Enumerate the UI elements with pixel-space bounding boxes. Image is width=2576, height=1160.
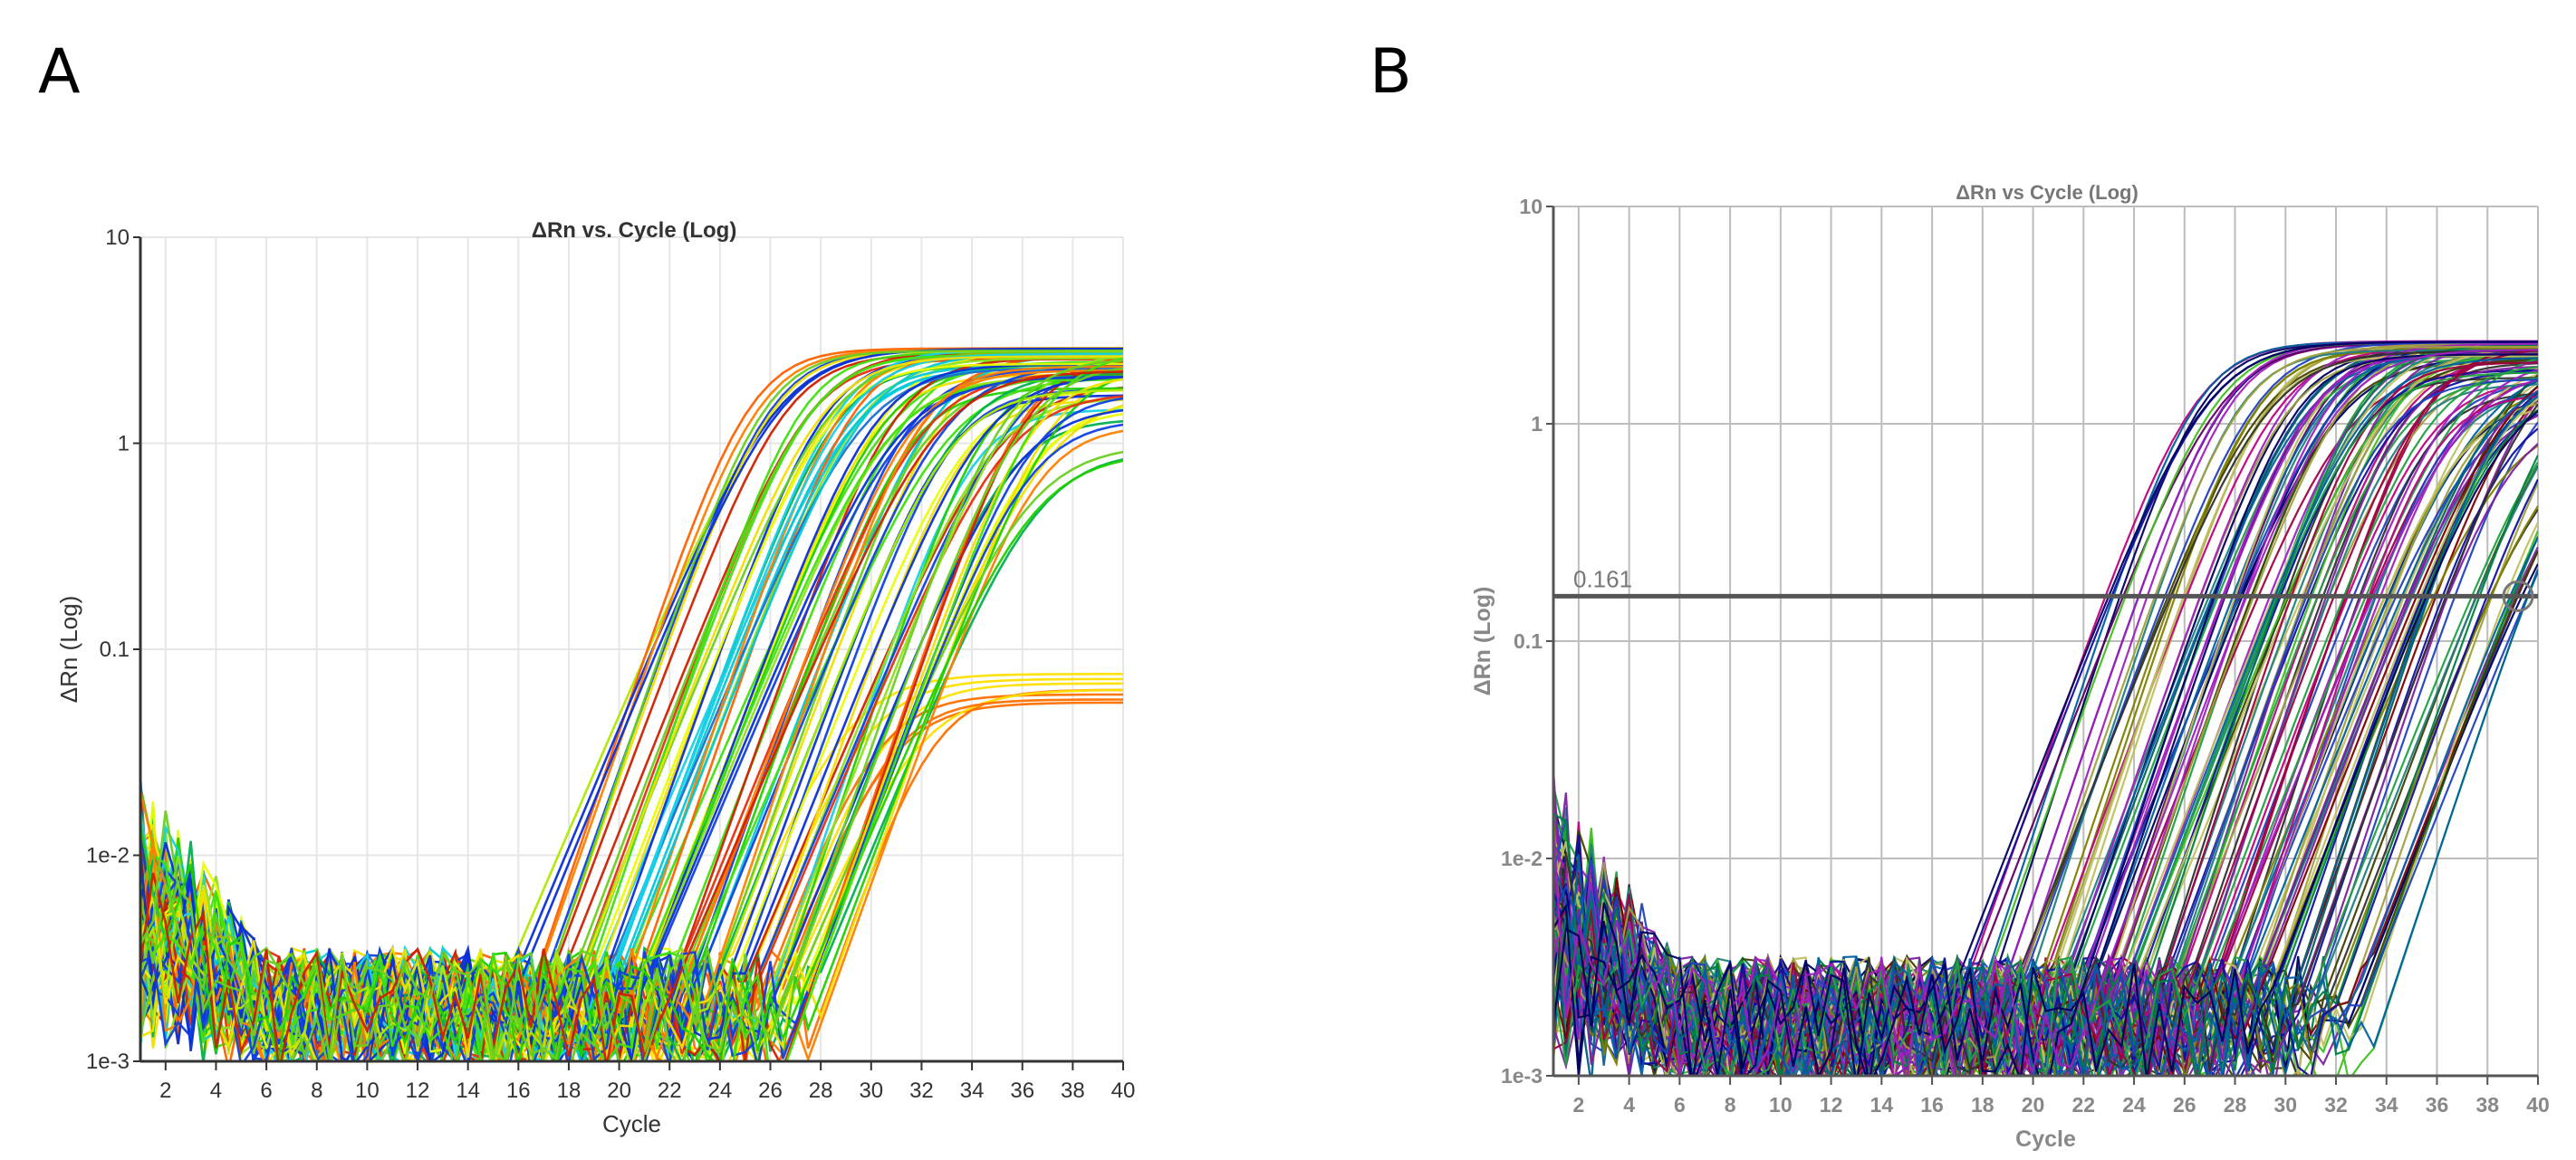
y-tick-label: 0.1 [100, 638, 130, 662]
amplification-curve [1553, 478, 2538, 1076]
y-tick-label: 10 [1519, 195, 1543, 218]
y-tick-label: 1e-3 [86, 1050, 130, 1074]
x-tick-label: 6 [1674, 1093, 1686, 1117]
x-tick-label: 30 [859, 1079, 883, 1103]
amplification-curve [140, 359, 1123, 1061]
amplification-curve [1553, 379, 2538, 1076]
x-tick-label: 16 [506, 1079, 531, 1103]
amplification-curve [1553, 410, 2538, 1076]
amplification-curve [140, 357, 1123, 1061]
x-tick-label: 28 [2224, 1093, 2247, 1117]
x-tick-label: 22 [2072, 1093, 2096, 1117]
x-tick-label: 40 [1111, 1079, 1136, 1103]
x-tick-label: 36 [1010, 1079, 1034, 1103]
x-tick-label: 36 [2426, 1093, 2449, 1117]
amplification-curve [1553, 342, 2538, 1076]
x-tick-label: 30 [2273, 1093, 2297, 1117]
x-tick-label: 4 [1623, 1093, 1635, 1117]
x-tick-label: 14 [456, 1079, 480, 1103]
amplification-curve [1553, 349, 2538, 1076]
amplification-curve [1553, 379, 2538, 1076]
amplification-curve [140, 367, 1123, 1061]
x-tick-label: 14 [1870, 1093, 1894, 1117]
y-tick-label: 1e-2 [86, 844, 130, 868]
x-tick-label: 2 [159, 1079, 171, 1103]
y-tick-label: 1e-3 [1501, 1064, 1543, 1088]
curves [140, 347, 1123, 1061]
x-tick-label: 38 [1061, 1079, 1085, 1103]
x-tick-label: 12 [406, 1079, 430, 1103]
amplification-curve [140, 355, 1123, 1052]
x-tick-label: 12 [1820, 1093, 1843, 1117]
x-axis-label: Cycle [2015, 1126, 2076, 1152]
amplification-curve [140, 370, 1123, 1061]
threshold-label: 0.161 [1573, 565, 1632, 592]
amplification-curve [1553, 349, 2538, 1076]
x-tick-label: 10 [1769, 1093, 1793, 1117]
amplification-curve [1553, 346, 2538, 1076]
chart-title: ΔRn vs Cycle (Log) [1956, 181, 2139, 204]
x-tick-label: 24 [2122, 1093, 2146, 1117]
x-tick-label: 26 [2173, 1093, 2196, 1117]
y-tick-label: 1 [118, 432, 130, 456]
y-axis-label: ΔRn (Log) [1470, 587, 1495, 696]
amplification-curve [140, 350, 1123, 1061]
y-tick-label: 10 [105, 225, 130, 250]
x-tick-label: 32 [2324, 1093, 2348, 1117]
x-tick-label: 34 [960, 1079, 985, 1103]
x-tick-label: 6 [260, 1079, 272, 1103]
x-tick-label: 8 [1725, 1093, 1736, 1117]
x-tick-label: 32 [909, 1079, 934, 1103]
amplification-curve [1553, 361, 2538, 1076]
x-tick-label: 34 [2375, 1093, 2398, 1117]
amplification-curve [1553, 353, 2538, 1076]
x-tick-label: 16 [1920, 1093, 1944, 1117]
x-tick-label: 22 [658, 1079, 682, 1103]
y-tick-label: 1 [1531, 412, 1543, 436]
x-tick-label: 26 [758, 1079, 783, 1103]
amplification-curve [140, 388, 1123, 1061]
y-tick-label: 1e-2 [1501, 847, 1543, 870]
x-tick-label: 24 [708, 1079, 733, 1103]
x-tick-label: 20 [607, 1079, 631, 1103]
x-axis-label: Cycle [602, 1110, 661, 1137]
chart-title: ΔRn vs. Cycle (Log) [532, 218, 737, 243]
y-axis-label: ΔRn (Log) [55, 596, 82, 704]
amplification-curve [140, 375, 1123, 1061]
panel-letter-a: A [38, 36, 81, 108]
x-tick-label: 38 [2475, 1093, 2499, 1117]
threshold-handle [2502, 580, 2534, 612]
amplification-curve [1553, 340, 2538, 1076]
chart-a: 2 4 6 8 10 12 14 16 18 20 22 24 26 28 30 32 34 36 38 401010… [55, 218, 1136, 1137]
x-tick-label: 20 [2022, 1093, 2045, 1117]
x-tick-label: 4 [210, 1079, 222, 1103]
x-tick-label: 40 [2526, 1093, 2550, 1117]
x-tick-label: 8 [311, 1079, 322, 1103]
x-tick-label: 28 [809, 1079, 833, 1103]
x-tick-label: 2 [1572, 1093, 1584, 1117]
amplification-curve [1553, 357, 2538, 1076]
x-tick-label: 18 [557, 1079, 582, 1103]
curves [1553, 340, 2538, 1076]
amplification-curve [1553, 366, 2538, 1076]
x-tick-label: 10 [355, 1079, 380, 1103]
amplification-curve [140, 698, 1123, 1061]
y-tick-label: 0.1 [1514, 629, 1543, 653]
x-tick-label: 18 [1971, 1093, 1994, 1117]
panel-letter-b: B [1370, 36, 1412, 108]
